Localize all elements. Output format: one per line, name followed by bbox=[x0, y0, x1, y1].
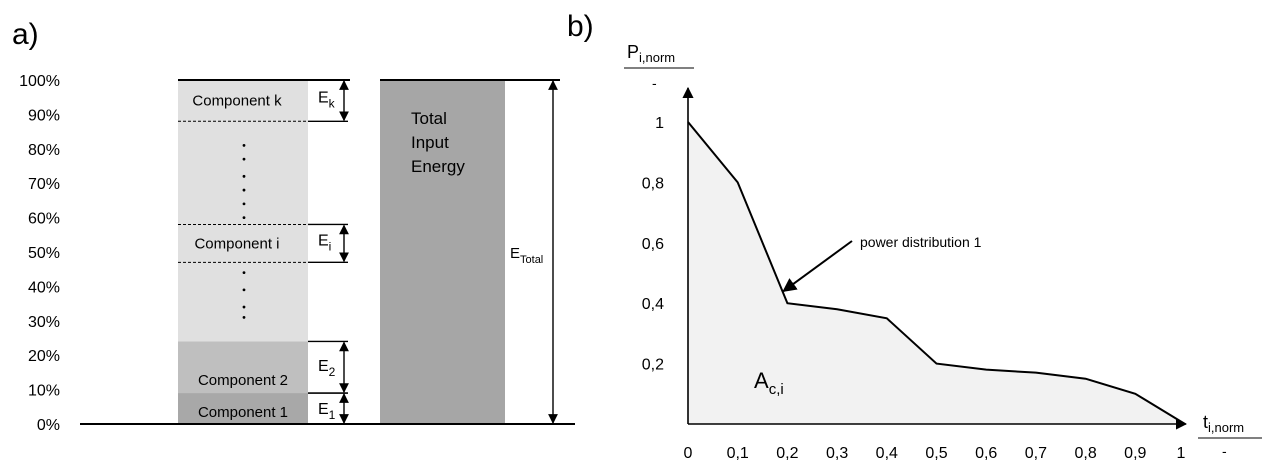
y-tick-label: 90% bbox=[28, 107, 60, 124]
total-energy-bar bbox=[380, 80, 505, 424]
ellipsis-dot bbox=[242, 216, 246, 220]
panel-b-x-axis-title: ti,norm bbox=[1203, 412, 1244, 435]
y-tick-label: 50% bbox=[28, 245, 60, 262]
panel-b-label: b) bbox=[567, 10, 594, 43]
y-tick-label: 10% bbox=[28, 383, 60, 400]
panel-b-y-axis-title: Pi,norm bbox=[627, 42, 675, 65]
component-label: Component 1 bbox=[198, 404, 288, 421]
x-tick-label: 0,8 bbox=[1074, 445, 1096, 462]
x-tick-label: 0,5 bbox=[925, 445, 947, 462]
annotation-label: power distribution 1 bbox=[860, 234, 982, 250]
y-tick-label: 70% bbox=[28, 176, 60, 193]
energy-label-e1: E1 bbox=[318, 401, 336, 422]
x-tick-label: 0,7 bbox=[1025, 445, 1047, 462]
component-label: Component k bbox=[192, 93, 282, 110]
y-tick-label: 40% bbox=[28, 279, 60, 296]
total-bar-label: Input bbox=[411, 133, 449, 152]
ellipsis-dot bbox=[242, 157, 246, 161]
ellipsis-dot bbox=[242, 174, 246, 178]
ellipsis-dot bbox=[242, 288, 246, 292]
panel-a-bars: Component 1 Component 2 Component i Compone… bbox=[178, 79, 560, 424]
annotation-arrow bbox=[782, 240, 853, 293]
x-tick-label: 0,1 bbox=[727, 445, 749, 462]
component-bar-segment bbox=[178, 393, 308, 424]
panel-a-energy-brackets: E1 E2 Ei Ek ETotal bbox=[308, 79, 558, 425]
y-tick-label: 1 bbox=[655, 115, 664, 132]
ellipsis-dot bbox=[242, 271, 246, 275]
total-bar-label: Energy bbox=[411, 157, 465, 176]
energy-total-label: ETotal bbox=[510, 245, 543, 266]
x-tick-label: 0,9 bbox=[1124, 445, 1146, 462]
ellipsis-dot bbox=[242, 305, 246, 309]
x-tick-label: 0 bbox=[684, 445, 693, 462]
total-bar-label: Total bbox=[411, 109, 447, 128]
energy-label-e2: E2 bbox=[318, 358, 336, 379]
x-tick-label: 0,4 bbox=[876, 445, 898, 462]
y-tick-label: 30% bbox=[28, 314, 60, 331]
y-tick-label: 0,2 bbox=[642, 357, 664, 374]
x-tick-label: 0,6 bbox=[975, 445, 997, 462]
y-tick-label: 0,6 bbox=[642, 236, 664, 253]
power-distribution-line bbox=[687, 121, 1186, 425]
ellipsis-dot bbox=[242, 143, 246, 147]
panel-b-axis-ticks: 0 0,1 0,2 0,3 0,4 0,5 0,6 0,7 0,8 0,9 1 0,2 0,4 0,6 0,… bbox=[642, 115, 1186, 462]
energy-label-component: Ei bbox=[318, 232, 331, 253]
panel-b-x-axis-unit: - bbox=[1222, 443, 1227, 459]
panel-b-y-axis-unit: - bbox=[652, 75, 657, 91]
panel-a-y-axis-ticks: 0% 10% 20% 30% 40% 50% 60% 70% 80% 90% 100% bbox=[19, 73, 60, 434]
ellipsis-dot bbox=[242, 315, 246, 319]
x-tick-label: 0,2 bbox=[776, 445, 798, 462]
y-tick-label: 80% bbox=[28, 142, 60, 159]
y-tick-label: 100% bbox=[19, 73, 60, 90]
ellipsis-dot bbox=[242, 202, 246, 206]
y-tick-label: 0,4 bbox=[642, 296, 664, 313]
component-bar-segment bbox=[178, 80, 308, 342]
component-label: Component 2 bbox=[198, 372, 288, 389]
ellipsis-dot bbox=[242, 188, 246, 192]
x-tick-label: 1 bbox=[1177, 445, 1186, 462]
y-tick-label: 20% bbox=[28, 348, 60, 365]
x-tick-label: 0,3 bbox=[826, 445, 848, 462]
panel-a-label: a) bbox=[12, 18, 39, 51]
power-area-fill bbox=[688, 122, 1185, 424]
area-label: Ac,i bbox=[754, 368, 784, 398]
y-tick-label: 0,8 bbox=[642, 175, 664, 192]
panel-a-stacked-energy-chart: a) 0% 10% 20% 30% 40% 50% 60% 70% 80% 90% 100% Com… bbox=[12, 18, 575, 434]
component-bar-segment bbox=[178, 341, 308, 394]
y-tick-label: 60% bbox=[28, 211, 60, 228]
y-tick-label: 0% bbox=[37, 417, 60, 434]
energy-label-component: Ek bbox=[318, 90, 336, 111]
panel-b-area bbox=[687, 121, 1186, 425]
panel-b-power-distribution-chart: b) 0 0,1 0,2 0,3 0,4 0,5 0,6 0,7 0,8 0,9 1 0,2 0,4 0,… bbox=[567, 10, 1262, 462]
component-label: Component i bbox=[194, 235, 279, 252]
